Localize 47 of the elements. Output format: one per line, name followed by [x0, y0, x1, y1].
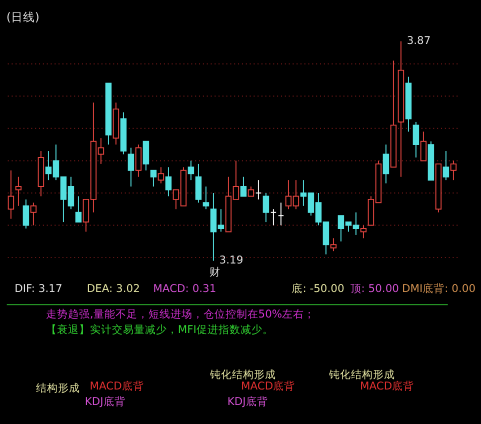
candlestick [382, 144, 390, 184]
candlestick [75, 196, 82, 223]
candlestick [30, 202, 37, 226]
candlestick [255, 180, 262, 200]
text: 走势趋强,量能不足，短线进场，仓位控制在50%左右； [46, 307, 316, 320]
candlestick [188, 160, 194, 181]
candlestick [128, 147, 134, 188]
chart-title: (日线) [6, 10, 40, 24]
candlestick [450, 160, 457, 181]
candlestick [420, 131, 427, 162]
candlestick [262, 192, 270, 223]
text: MACD底背 [360, 380, 414, 393]
candlestick [360, 224, 367, 239]
candlestick [248, 186, 254, 197]
text: DIF: 3.17 [14, 282, 62, 296]
text: KDJ底背 [84, 395, 126, 408]
text: 【衰退】实计交易量减少，MFI促进指数减少。 [46, 322, 274, 336]
candlestick [158, 166, 164, 184]
text: 财 [210, 265, 221, 278]
text: DEA: 3.02 [86, 282, 140, 296]
text: 钝化结构形成 [328, 368, 395, 381]
candlestick [142, 140, 150, 171]
candlestick [278, 202, 284, 226]
candlestick [442, 150, 450, 181]
text: MACD底背 [240, 380, 296, 393]
text: 底: -50.00 [292, 282, 344, 296]
candlestick [135, 144, 142, 178]
text: 钝化结构形成 [208, 368, 276, 381]
text: KDJ底背 [227, 395, 268, 408]
text: DMI底背: 0.00 [402, 282, 476, 296]
annotation: 3.19 [219, 254, 244, 267]
candlestick [8, 170, 14, 220]
candlestick [330, 238, 337, 252]
candlestick [150, 170, 157, 188]
text: MACD: 0.31 [153, 282, 216, 296]
candlestick [270, 208, 277, 226]
text: 顶: 50.00 [350, 282, 400, 296]
candlestick [15, 176, 22, 206]
text: 结构形成 [36, 382, 80, 395]
text: MACD底背 [90, 380, 144, 393]
candlestick [195, 163, 202, 204]
candlestick [240, 176, 247, 197]
candlestick [165, 166, 172, 197]
candlestick [22, 198, 30, 229]
annotation: 3.87 [406, 34, 431, 48]
candlestick [202, 186, 210, 210]
candlestick [412, 121, 420, 158]
